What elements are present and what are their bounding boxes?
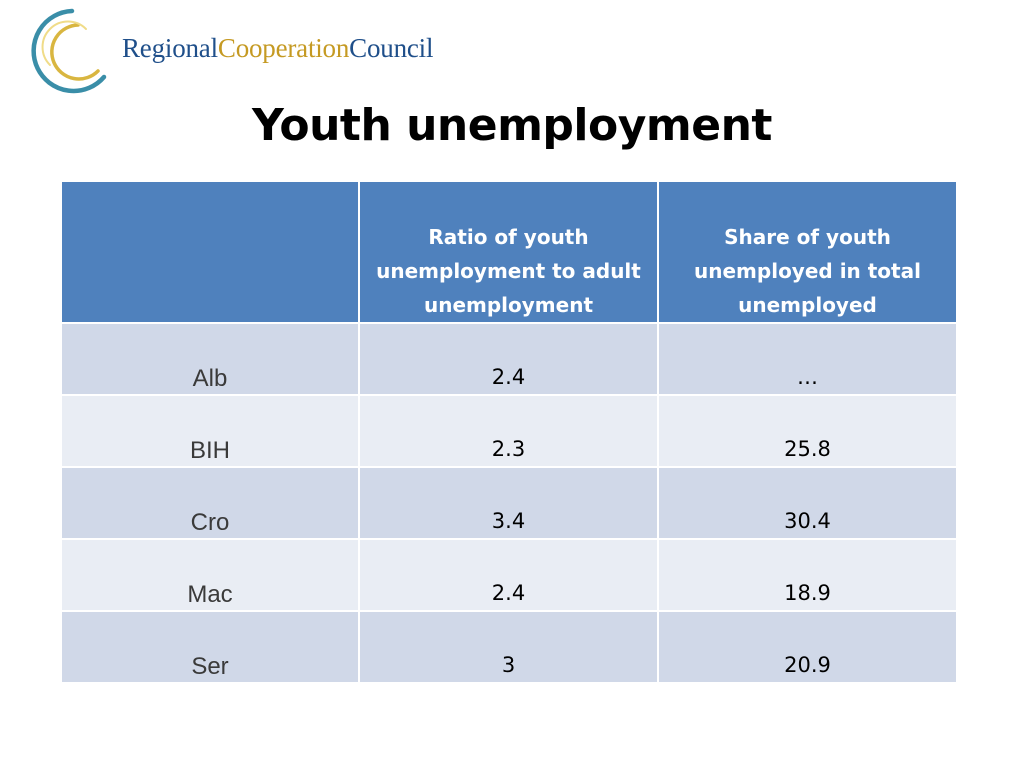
country-cell: Alb	[60, 322, 360, 396]
share-cell: 20.9	[657, 610, 958, 684]
country-cell: Ser	[60, 610, 360, 684]
ratio-cell: 2.4	[358, 322, 659, 396]
logo-word-regional: Regional	[122, 33, 218, 63]
ratio-cell: 2.4	[358, 538, 659, 612]
country-cell: BIH	[60, 394, 360, 468]
table-row: Mac 2.4 18.9	[60, 538, 958, 612]
ratio-cell: 3.4	[358, 466, 659, 540]
header-cell-share: Share of youth unemployed in total unemp…	[657, 180, 958, 324]
table-row: Ser 3 20.9	[60, 610, 958, 684]
logo-word-cooperation: Cooperation	[217, 33, 350, 63]
country-cell: Cro	[60, 466, 360, 540]
country-cell: Mac	[60, 538, 360, 612]
table-row: Alb 2.4 …	[60, 322, 958, 396]
share-cell: …	[657, 322, 958, 396]
rcc-logo-wordmark: RegionalCooperationCouncil	[122, 33, 433, 64]
ratio-cell: 2.3	[358, 394, 659, 468]
share-cell: 30.4	[657, 466, 958, 540]
share-cell: 18.9	[657, 538, 958, 612]
slide-title: Youth unemployment	[252, 100, 772, 151]
ratio-cell: 3	[358, 610, 659, 684]
youth-unemployment-table: Ratio of youth unemployment to adult une…	[60, 180, 958, 684]
header-cell-ratio: Ratio of youth unemployment to adult une…	[358, 180, 659, 324]
table-row: Cro 3.4 30.4	[60, 466, 958, 540]
header-cell-country	[60, 180, 360, 324]
rcc-logo: RegionalCooperationCouncil	[20, 5, 490, 94]
table-header-row: Ratio of youth unemployment to adult une…	[60, 180, 958, 324]
table-row: BIH 2.3 25.8	[60, 394, 958, 468]
logo-word-council: Council	[349, 33, 434, 63]
share-cell: 25.8	[657, 394, 958, 468]
rcc-logo-emblem-icon	[31, 8, 107, 94]
